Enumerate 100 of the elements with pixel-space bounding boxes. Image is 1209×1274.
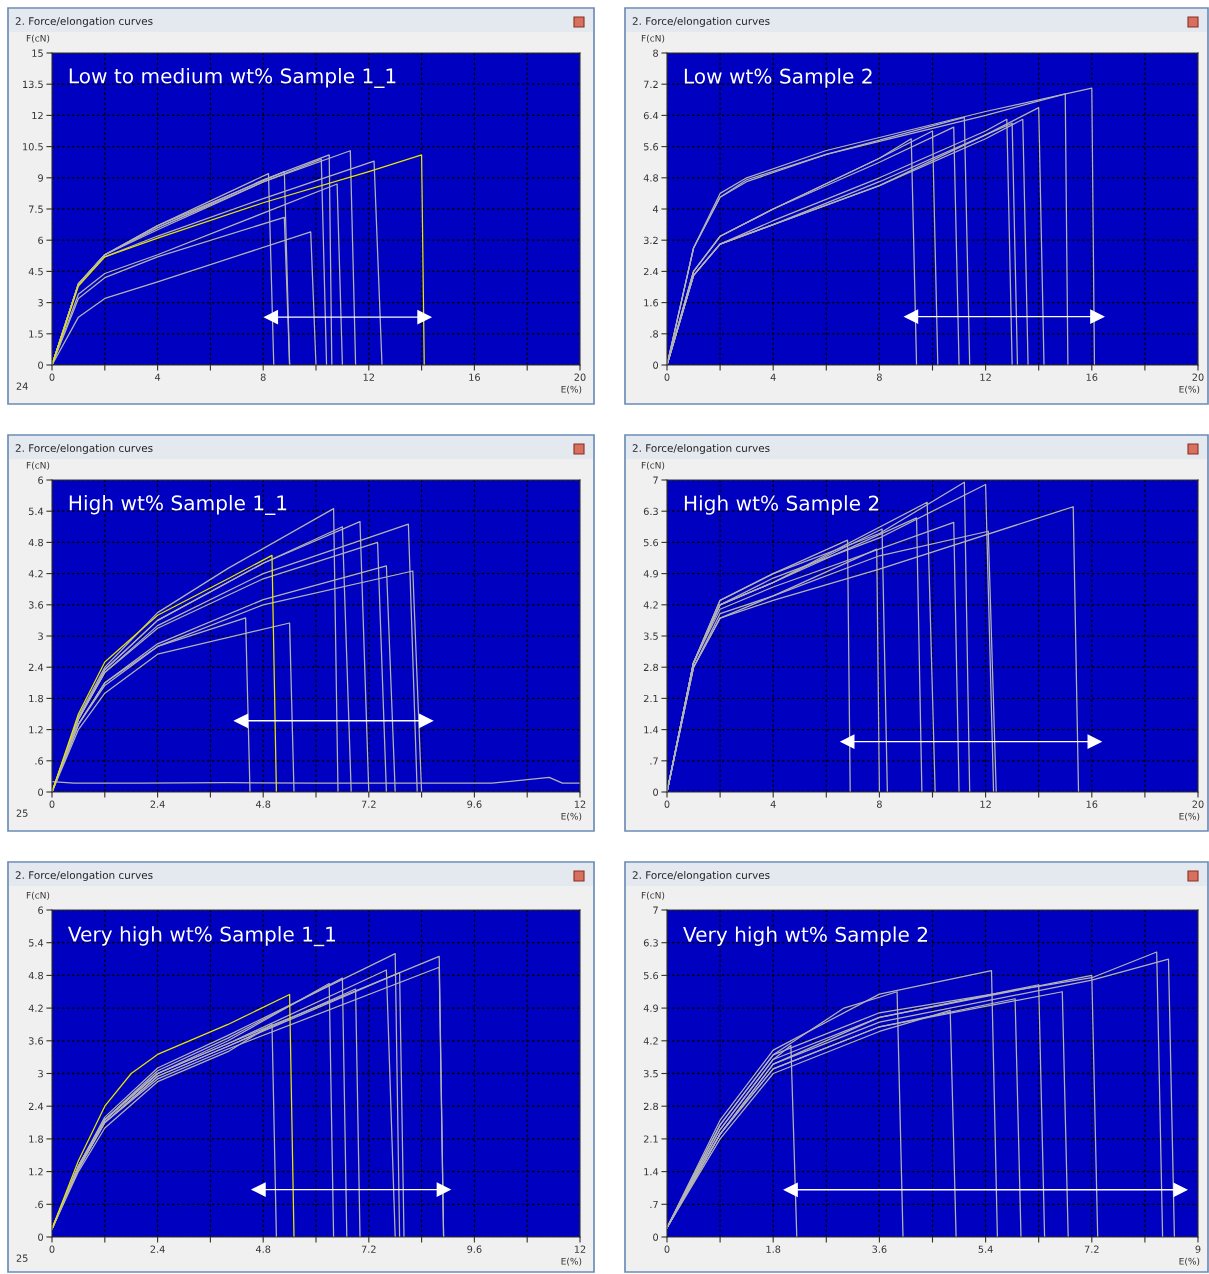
y-tick-label: 0 [38, 361, 44, 369]
x-tick-label: 4 [154, 373, 161, 381]
y-tick-label: 15 [32, 49, 43, 57]
x-tick-label: 8 [260, 373, 266, 381]
x-axis-title: E(%) [561, 812, 582, 821]
y-tick-label: 3 [38, 299, 43, 307]
y-tick-label: 4.2 [643, 601, 658, 609]
y-tick-label: 1.2 [29, 726, 43, 734]
x-tick-label: 4 [770, 373, 776, 381]
y-tick-label: 3.6 [28, 601, 44, 609]
y-tick-label: .6 [35, 1200, 44, 1209]
x-tick-label: 2.4 [150, 800, 165, 808]
y-tick-label: 2.8 [643, 1102, 658, 1111]
chart-title: 2. Force/elongation curves [632, 443, 770, 455]
y-axis-title: F(cN) [641, 461, 665, 470]
y-tick-label: 0 [38, 1233, 44, 1241]
y-tick-label: .7 [650, 757, 658, 765]
y-tick-label: 6 [38, 906, 44, 914]
x-tick-label: 0 [664, 1245, 670, 1253]
x-tick-label: 9.6 [467, 1245, 482, 1253]
x-tick-label: 3.6 [872, 1245, 887, 1253]
text: High wt% Sample 2 [684, 495, 879, 515]
x-tick-label: 8 [876, 373, 882, 381]
y-tick-label: 6 [38, 236, 44, 245]
y-tick-label: 4.8 [643, 174, 658, 182]
x-tick-label: 12 [574, 800, 586, 808]
y-tick-label: .8 [650, 330, 658, 338]
y-tick-label: 3.5 [643, 632, 658, 640]
text: Very high wt% Sample 1_1 [68, 926, 336, 947]
y-tick-label: 1.2 [29, 1168, 43, 1176]
x-tick-label: 0 [664, 373, 670, 381]
y-tick-label: 1.4 [644, 726, 659, 734]
x-tick-label: 7.2 [1084, 1245, 1099, 1253]
chart-title: 2. Force/elongation curves [15, 16, 153, 28]
y-axis-title: F(cN) [641, 34, 665, 43]
x-tick-label: 2.4 [150, 1245, 165, 1253]
y-axis-title: F(cN) [26, 34, 50, 43]
x-tick-label: 0 [664, 800, 670, 808]
text: 24 [16, 382, 28, 390]
x-tick-label: 20 [1192, 800, 1204, 808]
x-tick-label: 20 [574, 373, 586, 381]
x-tick-label: 12 [980, 373, 991, 381]
y-axis-title: F(cN) [641, 891, 665, 900]
y-tick-label: 0 [653, 361, 659, 369]
x-tick-label: 0 [49, 373, 55, 381]
y-tick-label: 2.8 [643, 663, 658, 672]
x-tick-label: 4.8 [255, 800, 271, 808]
y-tick-label: 1.8 [29, 694, 43, 703]
y-tick-label: 1.8 [29, 1135, 43, 1143]
x-axis-title: E(%) [1179, 812, 1200, 821]
x-axis-title: E(%) [1179, 385, 1200, 394]
y-tick-label: 7 [653, 906, 658, 914]
text: Low to medium wt% Sample 1_1 [69, 67, 396, 88]
y-tick-label: 1.5 [29, 330, 43, 338]
y-tick-label: 7.5 [29, 205, 43, 213]
chart-title: 2. Force/elongation curves [15, 870, 153, 882]
y-tick-label: 9 [38, 174, 43, 182]
y-tick-label: .7 [650, 1200, 658, 1208]
y-tick-label: 4.9 [643, 570, 658, 578]
text: 25 [16, 1254, 28, 1262]
y-tick-label: 7 [653, 476, 658, 484]
y-tick-label: 2.1 [643, 694, 658, 703]
y-tick-label: 12 [32, 111, 43, 120]
y-tick-label: 5.6 [643, 971, 659, 980]
x-tick-label: 12 [980, 800, 991, 808]
x-tick-label: 20 [1192, 373, 1204, 381]
x-tick-label: 9 [1195, 1245, 1201, 1253]
x-tick-label: 7.2 [361, 1245, 376, 1253]
text: 25 [16, 809, 28, 817]
x-tick-label: 12 [363, 373, 375, 381]
y-tick-label: 3 [38, 632, 43, 640]
text: Very high wt% Sample 2 [683, 926, 928, 946]
y-tick-label: 4.2 [28, 1004, 43, 1012]
chart-title: 2. Force/elongation curves [15, 443, 153, 455]
y-tick-label: 4.8 [28, 971, 43, 980]
y-axis-title: F(cN) [26, 891, 50, 900]
y-tick-label: 6.3 [643, 507, 658, 516]
y-tick-label: 4.8 [28, 538, 43, 547]
y-tick-label: 3.6 [28, 1037, 44, 1045]
x-tick-label: 8 [876, 800, 882, 808]
y-tick-label: 3.5 [643, 1069, 658, 1078]
x-tick-label: 12 [574, 1245, 586, 1253]
y-tick-label: 0 [38, 788, 44, 796]
y-tick-label: 6 [38, 476, 44, 484]
x-tick-label: 0 [49, 1245, 55, 1253]
y-tick-label: 4.2 [643, 1037, 658, 1045]
x-tick-label: 4.8 [255, 1245, 271, 1253]
x-axis-title: E(%) [561, 385, 582, 394]
chart-title: 2. Force/elongation curves [632, 16, 770, 28]
y-tick-label: 2.4 [28, 1102, 44, 1110]
y-tick-label: 1.6 [644, 299, 659, 307]
text: High wt% Sample 1_1 [69, 494, 287, 515]
y-tick-label: 3.2 [643, 236, 658, 245]
y-tick-label: 1.4 [644, 1168, 659, 1176]
y-tick-label: .6 [35, 757, 44, 765]
x-tick-label: 1.8 [766, 1245, 781, 1253]
x-tick-label: 5.4 [978, 1245, 993, 1253]
y-tick-label: 0 [653, 788, 659, 796]
y-tick-label: 2.4 [28, 663, 44, 671]
y-tick-label: 6.3 [643, 939, 658, 947]
